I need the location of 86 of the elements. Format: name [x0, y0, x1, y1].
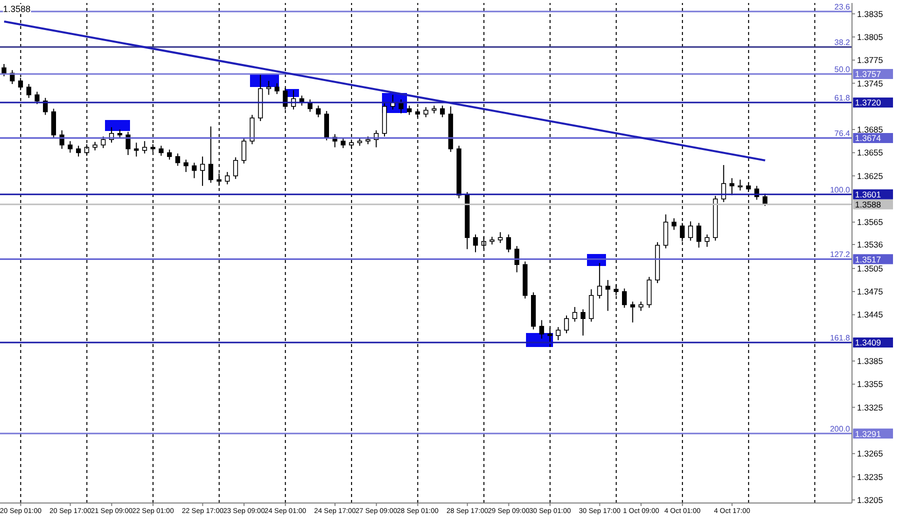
- candlestick: [423, 106, 428, 118]
- ref-line-label: 1.3720: [855, 98, 882, 108]
- y-tick-label: 1.3325: [857, 402, 884, 412]
- candlestick: [134, 142, 139, 158]
- candlestick: [572, 306, 578, 322]
- candlestick: [126, 131, 130, 156]
- candlestick: [208, 126, 214, 184]
- ref-line-label: 1.3757: [855, 69, 882, 80]
- y-tick-label: 1.3265: [857, 448, 884, 459]
- y-tick-label: 1.3475: [857, 286, 884, 297]
- ref-line-label: 1.3674: [855, 133, 882, 144]
- candlestick: [192, 162, 197, 179]
- candlestick: [266, 80, 272, 96]
- candlestick: [588, 288, 594, 322]
- candlestick: [730, 178, 734, 196]
- y-tick-label: 1.3685: [857, 124, 884, 135]
- candlestick: [688, 220, 693, 242]
- candlestick: [316, 105, 321, 118]
- candlestick: [704, 234, 710, 248]
- candlestick: [564, 315, 569, 334]
- annotation: 38.2: [834, 38, 851, 47]
- ref-line-label: 1.3601: [855, 190, 882, 200]
- candlestick: [274, 82, 280, 95]
- candlestick: [142, 140, 148, 154]
- candlestick: [630, 301, 636, 323]
- candlestick: [539, 320, 544, 340]
- candlestick: [100, 136, 106, 149]
- candlestick: [506, 234, 511, 253]
- y-tick-label: 1.3205: [857, 494, 884, 505]
- candlestick: [241, 138, 246, 164]
- candlestick: [340, 138, 346, 149]
- candlestick: [696, 222, 702, 248]
- annotation: 23.6: [834, 2, 851, 12]
- candlestick: [514, 246, 520, 273]
- candlestick: [2, 63, 6, 77]
- candlestick: [167, 149, 172, 160]
- annotation: 50.0: [834, 64, 851, 74]
- y-tick-label: 1.3445: [857, 310, 884, 320]
- annotation: 127.2: [830, 250, 851, 260]
- candlestick: [200, 156, 205, 186]
- annotation: 76.4: [834, 129, 851, 138]
- y-tick-label: 1.3565: [857, 217, 884, 228]
- candlestick: [663, 214, 668, 249]
- ref-line-label: 1.3409: [855, 338, 882, 348]
- y-tick-label: 1.3775: [857, 55, 884, 66]
- candlestick: [738, 179, 743, 191]
- candlestick: [175, 152, 180, 166]
- candlestick: [638, 301, 644, 312]
- annotation: 200.0: [830, 424, 851, 434]
- y-tick-label: 1.3235: [857, 472, 884, 482]
- candlestick: [26, 84, 32, 98]
- annotation: 100.0: [830, 185, 851, 194]
- y-tick-label: 1.3835: [857, 8, 884, 19]
- candlestick: [60, 130, 64, 150]
- candlestick: [68, 140, 73, 154]
- y-tick-label: 1.3505: [857, 263, 884, 274]
- y-tick-label: 1.3355: [857, 379, 884, 390]
- candlestick: [324, 110, 329, 141]
- candlestick: [498, 232, 503, 244]
- candlestick: [556, 326, 561, 341]
- candlestick: [76, 145, 81, 158]
- ref-line-label: 1.3517: [855, 254, 882, 264]
- candlestick: [597, 262, 602, 300]
- candlestick: [224, 171, 230, 185]
- y-tick-label: 1.3745: [857, 78, 884, 88]
- y-tick-label: 1.3536: [857, 240, 884, 250]
- candlestick: [622, 288, 627, 308]
- annotation: 1.3588: [3, 4, 31, 14]
- candlestick: [580, 308, 586, 336]
- candlestick: [672, 218, 676, 230]
- y-tick-label: 1.3385: [857, 356, 884, 366]
- candlestick: [184, 159, 188, 172]
- candlestick: [42, 97, 48, 116]
- candlestick: [233, 156, 238, 180]
- candlestick: [34, 91, 40, 105]
- annotation: 161.8: [830, 334, 851, 343]
- y-tick-label: 1.3655: [857, 148, 884, 158]
- ref-line-label: 1.3588: [855, 200, 882, 210]
- candlestick: [440, 105, 445, 118]
- candlestick: [473, 234, 478, 253]
- y-tick-label: 1.3805: [857, 32, 884, 42]
- candlestick: [158, 145, 164, 156]
- y-tick-label: 1.3625: [857, 170, 884, 181]
- ref-line-label: 1.3291: [855, 428, 882, 439]
- annotation: 61.8: [834, 94, 851, 103]
- candlestick: [51, 108, 56, 139]
